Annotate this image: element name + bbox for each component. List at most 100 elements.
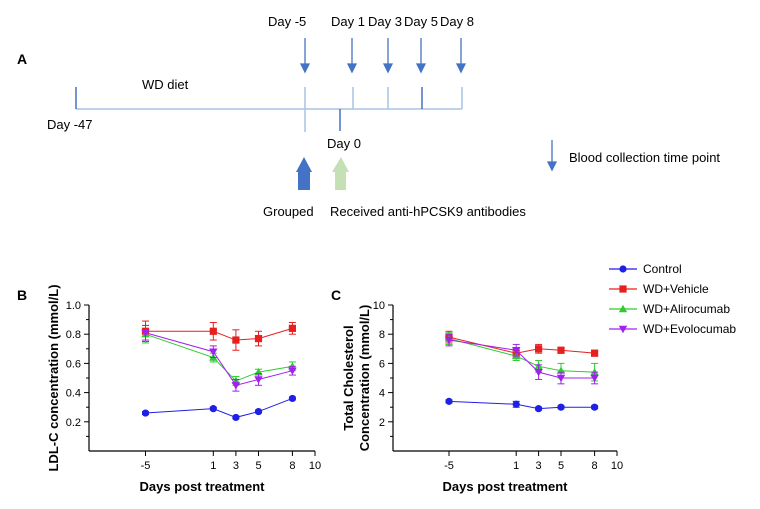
legend-entry: WD+Evolocumab bbox=[609, 322, 736, 336]
data-point bbox=[209, 348, 218, 356]
x-tick-label: 8 bbox=[289, 460, 295, 472]
data-point bbox=[590, 374, 599, 383]
x-tick-label: 10 bbox=[309, 460, 321, 472]
data-point bbox=[444, 336, 454, 345]
data-point bbox=[254, 376, 263, 384]
data-point bbox=[556, 374, 566, 383]
data-point bbox=[591, 349, 599, 357]
x-tick-label: 3 bbox=[233, 460, 239, 472]
legend-label: Control bbox=[643, 262, 682, 276]
data-point bbox=[209, 327, 217, 335]
legend-marker bbox=[618, 325, 628, 334]
legend-marker bbox=[618, 304, 628, 313]
legend-entry: WD+Alirocumab bbox=[609, 302, 730, 316]
y-tick-label: 0.6 bbox=[66, 358, 81, 370]
y-tick-label: 4 bbox=[379, 388, 385, 400]
data-point bbox=[535, 405, 543, 413]
y-tick-label: 0.2 bbox=[66, 417, 81, 429]
series-wd-vehicle bbox=[141, 320, 296, 351]
data-point bbox=[288, 367, 297, 375]
legend-marker bbox=[619, 265, 627, 273]
panel-a-label: A bbox=[17, 51, 27, 67]
x-tick-label: 3 bbox=[536, 460, 542, 472]
data-point bbox=[141, 329, 150, 337]
diet-label: WD diet bbox=[142, 77, 189, 92]
blood-collection-legend-label: Blood collection time point bbox=[569, 150, 720, 165]
data-point bbox=[254, 334, 263, 343]
x-tick-label: 10 bbox=[611, 460, 623, 472]
panel-a: A WD diet Day -47 Day 0 Day -5 Day 1 Day… bbox=[17, 14, 720, 219]
collection-day-label: Day 5 bbox=[404, 14, 438, 29]
data-point bbox=[534, 368, 543, 377]
data-point bbox=[288, 394, 296, 403]
y-tick-label: 6 bbox=[379, 358, 385, 370]
data-point bbox=[557, 403, 565, 411]
y-tick-label: 2 bbox=[379, 417, 385, 429]
series-wd-vehicle bbox=[445, 330, 599, 359]
data-point bbox=[288, 324, 296, 332]
legend-label: WD+Vehicle bbox=[643, 282, 709, 296]
x-tick-label: 8 bbox=[592, 460, 598, 472]
x-axis-title: Days post treatment bbox=[443, 479, 569, 494]
collection-day-label: Day 1 bbox=[331, 14, 365, 29]
blood-collection-arrow bbox=[455, 38, 467, 74]
series-control bbox=[445, 397, 599, 413]
series-wd-evolocumab bbox=[141, 324, 297, 392]
x-tick-label: 5 bbox=[558, 460, 564, 472]
x-tick-label: 1 bbox=[210, 460, 216, 472]
series-control bbox=[141, 394, 296, 422]
chart-total-cholesterol: C 2 4 6 8 10 -5 1 3 5 8 10 Days post treatment Total … bbox=[331, 287, 623, 494]
data-point bbox=[557, 346, 565, 354]
y-axis-title: Concentration (mmol/L) bbox=[357, 305, 372, 452]
series-line bbox=[145, 332, 293, 386]
antibody-label: Received anti-hPCSK9 antibodies bbox=[330, 204, 526, 219]
grouped-label: Grouped bbox=[263, 204, 314, 219]
data-point bbox=[591, 403, 599, 411]
data-point bbox=[209, 405, 217, 413]
y-tick-label: 0.8 bbox=[66, 329, 81, 341]
x-tick-label: -5 bbox=[141, 460, 151, 472]
collection-day-label: Day 8 bbox=[440, 14, 474, 29]
legend-entry: Control bbox=[609, 262, 682, 276]
x-tick-label: -5 bbox=[444, 460, 454, 472]
y-tick-label: 10 bbox=[373, 300, 385, 312]
legend-marker bbox=[619, 285, 627, 293]
data-point bbox=[254, 407, 263, 416]
y-axis-title: Total Cholesterol bbox=[341, 325, 356, 430]
data-point bbox=[231, 382, 241, 390]
collection-day-label: Day 3 bbox=[368, 14, 402, 29]
series-line bbox=[448, 336, 595, 354]
antibody-arrow bbox=[332, 157, 349, 190]
data-point bbox=[590, 367, 599, 376]
data-point bbox=[232, 413, 240, 422]
y-axis-title: LDL-C concentration (mmol/L) bbox=[46, 284, 61, 471]
day0-label: Day 0 bbox=[327, 136, 361, 151]
blood-collection-legend-arrow bbox=[546, 140, 558, 172]
data-point bbox=[535, 345, 543, 353]
series-legend: Control WD+Vehicle WD+Alirocumab WD+Evolocu… bbox=[609, 262, 736, 336]
legend-label: WD+Evolocumab bbox=[643, 322, 736, 336]
x-tick-label: 5 bbox=[255, 460, 261, 472]
blood-collection-arrow bbox=[382, 38, 394, 74]
y-tick-label: 8 bbox=[379, 329, 385, 341]
series-line bbox=[145, 327, 293, 341]
data-point bbox=[512, 400, 520, 408]
series-wd-alirocumab bbox=[444, 332, 599, 382]
series-line bbox=[145, 333, 293, 382]
x-axis-title: Days post treatment bbox=[140, 479, 266, 494]
start-day-label: Day -47 bbox=[47, 117, 93, 132]
chart-ldl-c: B 0.2 0.4 0.6 0.8 1.0 -5 1 3 5 8 10 Days post treatm… bbox=[17, 284, 321, 494]
y-tick-label: 0.4 bbox=[66, 388, 81, 400]
panel-label: C bbox=[331, 287, 341, 303]
series-wd-evolocumab bbox=[444, 333, 599, 385]
collection-day-label: Day -5 bbox=[268, 14, 306, 29]
grouped-arrow bbox=[296, 157, 312, 190]
legend-label: WD+Alirocumab bbox=[643, 302, 730, 316]
blood-collection-arrow bbox=[415, 38, 427, 74]
series-line bbox=[145, 397, 293, 418]
series-line bbox=[448, 400, 595, 410]
data-point bbox=[445, 397, 453, 405]
blood-collection-arrow bbox=[346, 38, 358, 74]
y-tick-label: 1.0 bbox=[66, 300, 81, 312]
